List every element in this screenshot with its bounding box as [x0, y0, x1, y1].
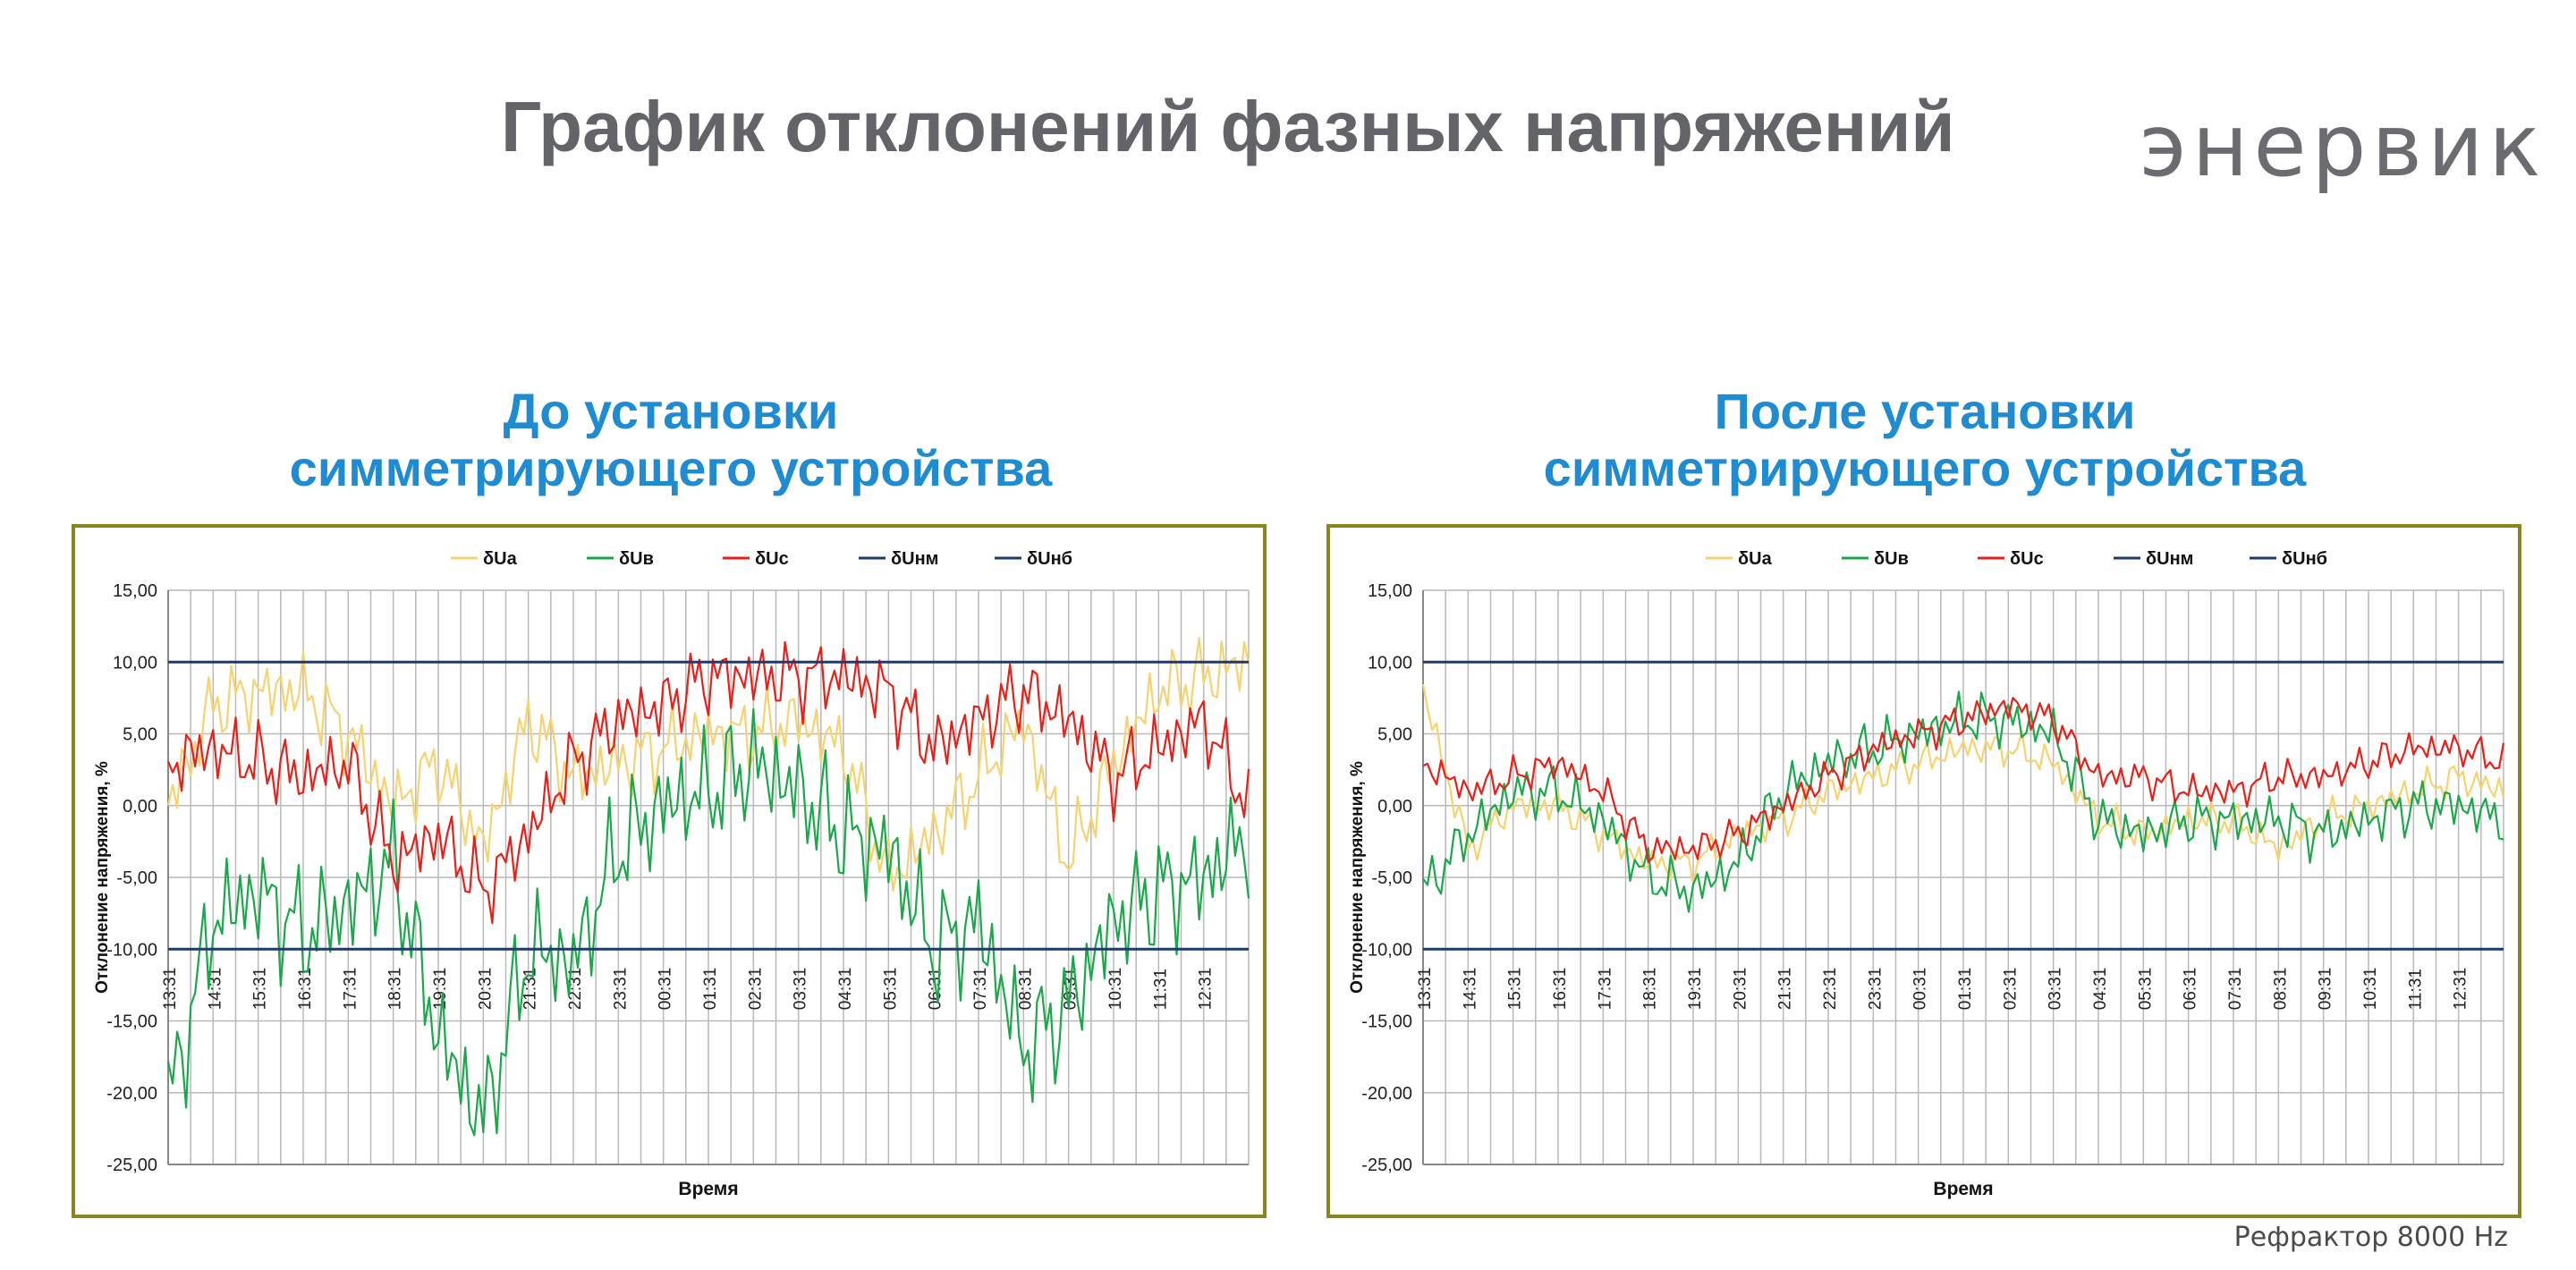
y-tick-label: -20,00 [1361, 1084, 1412, 1104]
grid-lines [167, 589, 1250, 1165]
y-tick-label: -20,00 [106, 1084, 157, 1104]
x-tick-label: 20:31 [1731, 968, 1750, 1011]
y-axis-label: Отклонение напряжения, % [1348, 761, 1367, 994]
chart-legend: δUa δUв δUc δUнм δUнб [1706, 549, 2327, 569]
x-tick-label: 11:31 [1151, 969, 1170, 1010]
chart-after: 15,00 10,00 5,00 0,00 -5,00 -10,00 -15,00 -20,0… [1326, 524, 2521, 1218]
x-tick-label: 04:31 [2091, 968, 2110, 1011]
x-tick-label: 09:31 [2317, 968, 2335, 1011]
series-line-2 [1422, 697, 2505, 863]
footer-note: Рефрактор 8000 Hz [2233, 1222, 2508, 1253]
x-tick-label: 13:31 [161, 968, 180, 1011]
y-tick-label: -5,00 [1371, 868, 1412, 888]
x-tick-label: 15:31 [251, 968, 270, 1011]
x-tick-label: 00:31 [1911, 968, 1930, 1011]
y-tick-label: 15,00 [113, 581, 157, 601]
legend-label: δUc [755, 549, 789, 569]
legend-label: δUнм [2146, 549, 2193, 569]
company-logo: энервик [2140, 96, 2546, 196]
x-tick-label: 03:31 [792, 968, 810, 1011]
y-tick-label: -10,00 [106, 940, 157, 960]
x-tick-label: 17:31 [341, 968, 360, 1011]
y-tick-label: 15,00 [1368, 581, 1412, 601]
x-tick-label: 08:31 [1016, 968, 1035, 1011]
x-tick-label: 05:31 [2136, 968, 2155, 1011]
x-tick-label: 21:31 [521, 968, 540, 1011]
x-tick-label: 18:31 [1641, 968, 1660, 1011]
y-tick-label: 5,00 [1377, 725, 1412, 745]
x-tick-label: 13:31 [1416, 968, 1435, 1011]
y-tick-label: 0,00 [123, 797, 157, 817]
legend-label: δUнм [891, 549, 938, 569]
y-axis-label: Отклонение напряжения, % [93, 761, 112, 994]
y-tick-label: 10,00 [113, 653, 157, 673]
y-tick-label: 10,00 [1368, 653, 1412, 673]
x-tick-label: 18:31 [386, 968, 405, 1011]
x-tick-label: 10:31 [2361, 968, 2380, 1011]
chart-heading-before-line2: симметрирующего устройства [289, 440, 1053, 496]
x-tick-label: 01:31 [701, 968, 720, 1011]
x-tick-label: 11:31 [2406, 969, 2425, 1010]
legend-label: δUa [1738, 549, 1773, 569]
x-tick-label: 15:31 [1506, 968, 1525, 1011]
x-tick-label: 08:31 [2271, 968, 2290, 1011]
grid-lines [1422, 589, 2504, 1165]
x-axis-label: Время [1933, 1179, 1993, 1199]
x-tick-label: 23:31 [1866, 968, 1885, 1011]
x-tick-label: 00:31 [657, 968, 675, 1011]
series-line-1 [166, 707, 1250, 1137]
legend-label: δUнб [1027, 549, 1072, 569]
x-tick-label: 02:31 [2001, 968, 2020, 1011]
y-tick-label: -15,00 [1361, 1012, 1412, 1032]
x-tick-label: 23:31 [611, 968, 630, 1011]
page-title: График отклонений фазных напряжений [501, 87, 1955, 166]
legend-label: δUa [483, 549, 518, 569]
x-tick-label: 22:31 [1821, 968, 1840, 1011]
x-tick-label: 12:31 [1197, 968, 1216, 1011]
y-tick-label: -15,00 [106, 1012, 157, 1032]
chart-before: 15,00 10,00 5,00 0,00 -5,00 -10,00 -15,00 -20,0… [72, 524, 1267, 1218]
x-tick-label: 07:31 [2226, 968, 2245, 1011]
x-tick-label: 19:31 [1686, 968, 1705, 1011]
x-tick-label: 14:31 [206, 968, 225, 1011]
x-tick-label: 04:31 [836, 968, 855, 1011]
x-tick-label: 02:31 [746, 968, 765, 1011]
x-tick-label: 05:31 [881, 968, 900, 1011]
x-tick-label: 16:31 [1551, 968, 1570, 1011]
x-tick-label: 20:31 [476, 968, 495, 1011]
series-line-2 [166, 640, 1250, 925]
x-tick-label: 17:31 [1596, 968, 1614, 1011]
chart-heading-before-line1: До установки [503, 383, 839, 439]
y-tick-label: -25,00 [1361, 1156, 1412, 1175]
chart-heading-after-line2: симметрирующего устройства [1543, 440, 2307, 496]
x-tick-label: 01:31 [1956, 968, 1975, 1011]
x-tick-label: 16:31 [296, 968, 315, 1011]
legend-label: δUв [619, 549, 654, 569]
y-tick-label: 5,00 [123, 725, 157, 745]
legend-label: δUc [2010, 549, 2044, 569]
x-tick-label: 21:31 [1776, 968, 1795, 1011]
chart-heading-before: До установки симметрирующего устройства [72, 383, 1270, 497]
x-tick-label: 07:31 [971, 968, 990, 1011]
y-tick-label: 0,00 [1377, 797, 1412, 817]
chart-heading-after: После установки симметрирующего устройст… [1326, 383, 2524, 497]
legend-label: δUв [1874, 549, 1909, 569]
chart-before-svg: 15,00 10,00 5,00 0,00 -5,00 -10,00 -15,00 -20,0… [93, 549, 1250, 1199]
chart-legend: δUa δUв δUc δUнм δUнб [451, 549, 1072, 569]
x-tick-label: 03:31 [2046, 968, 2065, 1011]
x-axis-label: Время [678, 1179, 738, 1199]
x-tick-label: 06:31 [2182, 968, 2200, 1011]
legend-label: δUнб [2282, 549, 2327, 569]
chart-after-svg: 15,00 10,00 5,00 0,00 -5,00 -10,00 -15,00 -20,0… [1348, 549, 2505, 1199]
x-tick-label: 19:31 [431, 968, 450, 1011]
x-tick-label: 14:31 [1461, 968, 1479, 1011]
x-tick-label: 12:31 [2452, 968, 2470, 1011]
y-tick-label: -10,00 [1361, 940, 1412, 960]
y-tick-label: -25,00 [106, 1156, 157, 1175]
x-tick-label: 10:31 [1106, 968, 1125, 1011]
y-tick-label: -5,00 [116, 868, 157, 888]
chart-heading-after-line1: После установки [1714, 383, 2136, 439]
